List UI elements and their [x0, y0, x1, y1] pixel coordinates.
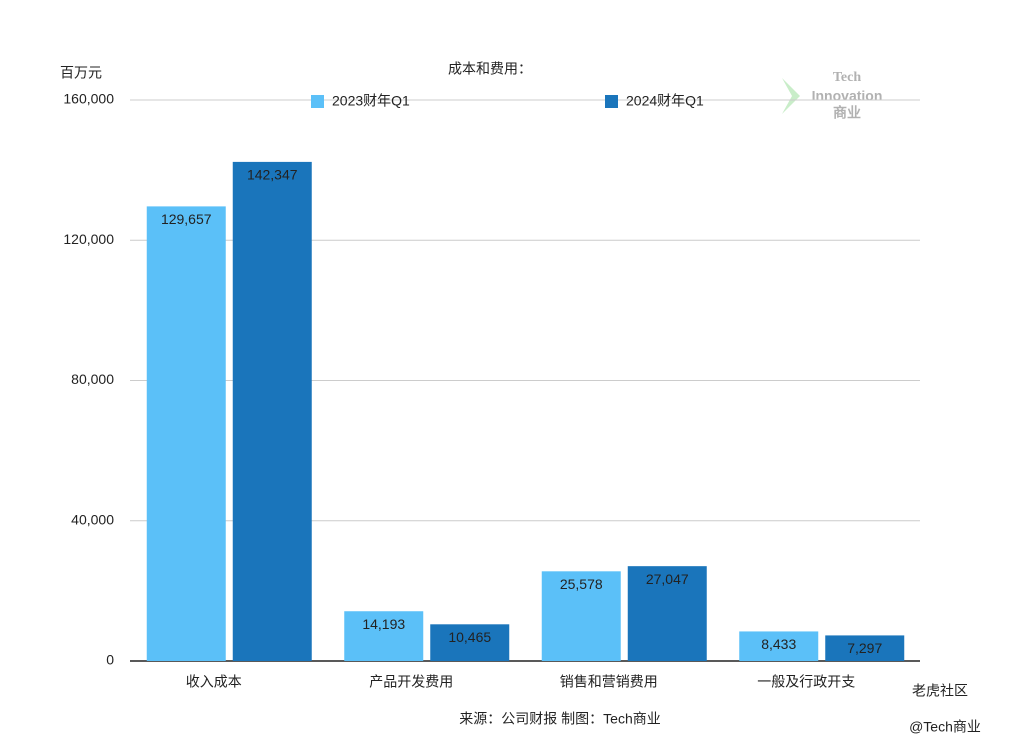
- y-tick-label: 160,000: [63, 91, 114, 107]
- overlay-text: @Tech商业: [909, 719, 981, 735]
- legend-label: 2024财年Q1: [626, 93, 704, 109]
- legend-swatch: [605, 95, 618, 108]
- y-tick-label: 40,000: [71, 511, 114, 527]
- bar: [146, 206, 226, 661]
- bar: [430, 624, 510, 661]
- bar: [739, 631, 819, 661]
- y-tick-label: 80,000: [71, 371, 114, 387]
- watermark-text: Tech: [833, 70, 861, 85]
- bar: [232, 161, 312, 662]
- x-tick-label: 销售和营销费用: [560, 674, 658, 690]
- bar: [344, 611, 424, 661]
- x-tick-label: 一般及行政开支: [757, 674, 855, 690]
- watermark: Tech Innovation 商业: [782, 70, 883, 121]
- x-tick-label: 产品开发费用: [369, 674, 453, 690]
- data-label: 8,433: [761, 636, 796, 652]
- chart-title: 成本和费用：: [448, 61, 532, 77]
- bar: [541, 571, 621, 661]
- data-label: 25,578: [560, 576, 603, 592]
- watermark-text: 商业: [833, 105, 861, 121]
- watermark-icon: [782, 78, 800, 114]
- data-label: 14,193: [362, 616, 405, 632]
- legend-swatch: [311, 95, 324, 108]
- y-tick-label: 0: [106, 652, 114, 668]
- bar: [627, 566, 707, 661]
- legend-label: 2023财年Q1: [332, 93, 410, 109]
- bar: [825, 635, 905, 661]
- source-note: 来源：公司财报 制图：Tech商业: [459, 711, 660, 727]
- overlay-text: 老虎社区: [912, 683, 968, 699]
- y-axis-label: 百万元: [60, 65, 102, 81]
- y-tick-label: 120,000: [63, 231, 114, 247]
- data-label: 142,347: [247, 167, 298, 183]
- watermark-text: Innovation: [812, 88, 883, 104]
- data-label: 129,657: [161, 211, 212, 227]
- data-label: 7,297: [847, 640, 882, 656]
- data-label: 27,047: [646, 571, 689, 587]
- x-tick-label: 收入成本: [186, 674, 242, 690]
- data-label: 10,465: [448, 629, 491, 645]
